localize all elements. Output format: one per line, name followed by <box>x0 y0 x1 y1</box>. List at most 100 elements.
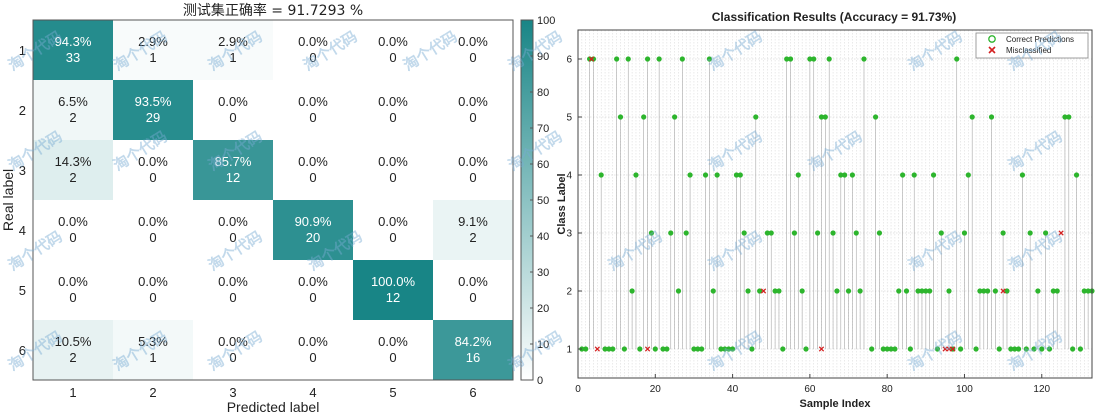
cell-count-label: 0 <box>469 170 476 185</box>
cell-count-label: 2 <box>469 230 476 245</box>
correct-prediction-point <box>869 346 875 352</box>
correct-prediction-point <box>1073 172 1080 178</box>
correct-prediction-point <box>830 230 836 236</box>
correct-prediction-point <box>799 288 805 294</box>
correct-prediction-point <box>815 230 821 236</box>
cell-count-label: 2 <box>69 350 76 365</box>
cell-percent-label: 0.0% <box>378 154 408 169</box>
correct-prediction-point <box>958 346 964 352</box>
correct-prediction-point <box>1027 230 1033 236</box>
correct-prediction-point <box>672 114 678 120</box>
correct-prediction-point <box>1054 288 1060 294</box>
correct-prediction-point <box>892 346 898 352</box>
cell-count-label: 0 <box>149 230 156 245</box>
cell-count-label: 0 <box>69 290 76 305</box>
correct-prediction-point <box>861 56 867 62</box>
correct-prediction-point <box>1023 346 1029 352</box>
misclassified-stroke <box>1000 288 1006 294</box>
cell-percent-label: 0.0% <box>298 334 328 349</box>
misclassified-stroke <box>760 288 767 294</box>
misclassified-stroke <box>594 346 600 352</box>
cell-percent-label: 0.0% <box>458 94 488 109</box>
correct-prediction-point <box>1077 346 1084 352</box>
cell-count-label: 0 <box>469 290 476 305</box>
correct-prediction-point <box>907 346 913 352</box>
correct-prediction-point <box>930 172 937 178</box>
matrix-cell <box>353 320 433 380</box>
matrix-cell <box>433 20 513 80</box>
matrix-cell <box>113 200 193 260</box>
matrix-cell <box>433 260 513 320</box>
legend-correct-label: Correct Predictions <box>1006 35 1074 44</box>
matrix-cell <box>273 20 353 80</box>
x-tick-label: 5 <box>389 385 396 400</box>
correct-prediction-point <box>795 172 801 178</box>
matrix-cell <box>433 140 513 200</box>
cell-percent-label: 85.7% <box>215 154 252 169</box>
cell-percent-label: 90.9% <box>295 214 332 229</box>
y-tick-label: 1 <box>566 345 572 356</box>
correct-prediction-point <box>745 288 751 294</box>
cell-count-label: 16 <box>466 350 480 365</box>
correct-prediction-point <box>900 172 906 178</box>
matrix-cell <box>33 260 113 320</box>
matrix-cell <box>33 320 113 380</box>
correct-prediction-point <box>637 346 643 352</box>
scatter-ylabel: Class Label <box>556 173 568 234</box>
cell-percent-label: 2.9% <box>138 34 168 49</box>
cell-count-label: 0 <box>309 350 316 365</box>
legend-misclassified-label: Misclassified <box>1006 46 1051 55</box>
matrix-cell <box>353 260 433 320</box>
y-tick-label: 2 <box>566 287 572 298</box>
cell-percent-label: 0.0% <box>218 214 248 229</box>
cell-percent-label: 0.0% <box>138 274 168 289</box>
matrix-cell <box>113 20 193 80</box>
x-tick-label: 100 <box>956 384 973 395</box>
correct-prediction-point <box>946 288 952 294</box>
x-tick-label: 2 <box>149 385 156 400</box>
cell-percent-label: 0.0% <box>298 154 328 169</box>
legend-misclassified-marker <box>988 46 996 54</box>
confusion-matrix-chart: 测试集正确率 = 91.7293 % 94.3%332.9%12.9%10.0%… <box>0 2 514 415</box>
cell-percent-label: 14.3% <box>55 154 92 169</box>
misclassified-point <box>818 346 825 352</box>
misclassified-stroke <box>818 346 825 352</box>
y-tick-label: 5 <box>566 113 572 124</box>
correct-prediction-point <box>1046 346 1053 352</box>
cell-percent-label: 0.0% <box>218 334 248 349</box>
correct-prediction-point <box>954 56 960 62</box>
misclassified-stroke <box>946 346 952 352</box>
correct-prediction-point <box>857 288 863 294</box>
correct-prediction-point <box>621 346 627 352</box>
correct-prediction-point <box>1015 346 1022 352</box>
correct-prediction-point <box>872 114 879 120</box>
cell-percent-label: 94.3% <box>55 34 92 49</box>
misclassified-stroke <box>644 346 651 352</box>
cell-count-label: 0 <box>229 230 236 245</box>
misclassified-stroke <box>588 56 595 62</box>
cell-count-label: 0 <box>309 170 316 185</box>
matrix-cell <box>193 20 273 80</box>
cell-count-label: 2 <box>69 170 76 185</box>
correct-prediction-point <box>644 56 651 62</box>
correct-prediction-point <box>641 114 647 120</box>
cell-percent-label: 100.0% <box>371 274 416 289</box>
matrix-cell <box>33 20 113 80</box>
y-tick-label: 6 <box>566 55 572 66</box>
matrix-cell <box>273 320 353 380</box>
misclassified-point <box>644 346 651 352</box>
colorbar-tick-label: 70 <box>537 123 549 135</box>
matrix-cell <box>193 320 273 380</box>
legend-correct-marker <box>988 35 996 43</box>
y-tick-label: 1 <box>19 43 26 58</box>
correct-prediction-point <box>702 172 709 178</box>
correct-prediction-point <box>741 230 747 236</box>
correct-prediction-point <box>710 288 716 294</box>
cell-count-label: 0 <box>309 50 316 65</box>
cell-percent-label: 0.0% <box>378 94 408 109</box>
correct-prediction-point <box>757 288 763 294</box>
x-tick-label: 3 <box>229 385 236 400</box>
correct-prediction-point <box>973 346 979 352</box>
colorbar-tick-label: 50 <box>537 195 549 207</box>
